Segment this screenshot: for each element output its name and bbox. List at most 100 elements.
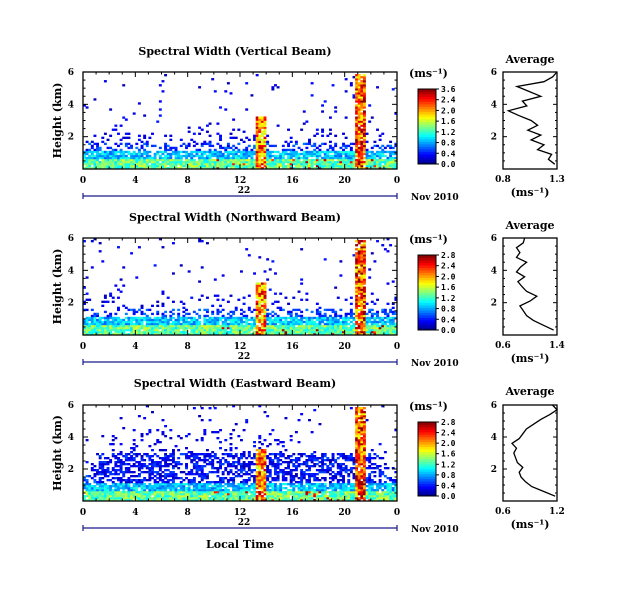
heatmap-cell xyxy=(365,332,369,336)
heatmap-cell xyxy=(219,461,222,464)
heatmap-cell xyxy=(85,332,89,336)
heatmap-cell xyxy=(250,154,254,158)
heatmap-cell xyxy=(308,330,311,334)
heatmap-cell xyxy=(143,499,147,502)
heatmap-cell xyxy=(271,154,275,158)
heatmap-cell xyxy=(237,493,241,496)
heatmap-cell xyxy=(268,471,272,474)
heatmap-cell xyxy=(274,158,277,162)
heatmap-cell xyxy=(177,320,181,324)
heatmap-cell xyxy=(245,316,249,320)
heatmap-cell xyxy=(98,326,102,330)
heatmap-cell xyxy=(232,461,236,464)
heatmap-cell xyxy=(111,469,115,472)
heatmap-cell xyxy=(226,326,230,330)
heatmap-cell xyxy=(362,146,366,150)
heatmap-cell xyxy=(302,453,306,456)
heatmap-cell xyxy=(323,156,327,160)
heatmap-cell xyxy=(370,160,374,164)
colorbar: 3.62.42.01.61.20.80.40.0 xyxy=(417,85,456,169)
heatmap-cell xyxy=(268,443,272,446)
heatmap-cell xyxy=(161,326,165,330)
heatmap-cell xyxy=(300,128,304,131)
heatmap-cell xyxy=(153,481,157,484)
heatmap-cell xyxy=(226,471,230,474)
heatmap-cell xyxy=(124,497,128,500)
heatmap-cell xyxy=(281,487,285,490)
heatmap-cell xyxy=(88,499,92,502)
heatmap-cell xyxy=(224,154,228,158)
heatmap-cell xyxy=(203,316,207,320)
heatmap-cell xyxy=(383,154,387,158)
heatmap-cell xyxy=(127,479,131,482)
heatmap-cell xyxy=(297,154,301,158)
heatmap-cell xyxy=(122,136,126,139)
heatmap-cell xyxy=(362,254,366,257)
heatmap-cell xyxy=(378,316,382,320)
heatmap-cell xyxy=(260,304,264,308)
heatmap-cell xyxy=(185,465,188,468)
heatmap-cell xyxy=(302,150,306,154)
heatmap-cell xyxy=(156,326,160,330)
heatmap-cell xyxy=(355,274,359,277)
heatmap-cell xyxy=(88,493,92,496)
heatmap-cell xyxy=(164,457,168,460)
heatmap-cell xyxy=(111,148,115,152)
heatmap-cell xyxy=(318,326,322,330)
heatmap-cell xyxy=(164,425,168,428)
heatmap-cell xyxy=(365,152,369,156)
heatmap-cell xyxy=(93,491,97,494)
heatmap-cell xyxy=(158,326,162,330)
heatmap-cell xyxy=(357,264,361,267)
heatmap-cell xyxy=(383,322,387,326)
heatmap-cell xyxy=(179,154,183,158)
heatmap-cell xyxy=(111,326,115,330)
heatmap-cell xyxy=(164,499,168,502)
heatmap-cell xyxy=(232,497,236,500)
heatmap-cell xyxy=(143,459,147,462)
heatmap-cell xyxy=(174,318,178,322)
heatmap-cell xyxy=(266,497,270,500)
heatmap-cell xyxy=(281,453,285,456)
heatmap-cell xyxy=(83,104,86,107)
heatmap-cell xyxy=(117,326,120,330)
heatmap-cell xyxy=(349,328,353,332)
heatmap-cell xyxy=(216,316,220,320)
heatmap-cell xyxy=(310,328,314,332)
heatmap-cell xyxy=(381,244,385,247)
heatmap-cell xyxy=(355,94,359,97)
heatmap-cell xyxy=(302,330,306,334)
heatmap-cell xyxy=(124,457,128,460)
heatmap-cell xyxy=(109,443,113,446)
heatmap-cell xyxy=(245,82,249,85)
heatmap-cell xyxy=(109,312,113,316)
heatmap-cell xyxy=(349,82,353,85)
heatmap-cell xyxy=(360,318,364,322)
heatmap-cell xyxy=(208,499,212,502)
heatmap-cell xyxy=(169,330,173,334)
heatmap-cell xyxy=(362,86,366,89)
heatmap-cell xyxy=(274,469,277,472)
heatmap-cell xyxy=(276,330,280,334)
heatmap-cell xyxy=(357,76,361,79)
heatmap-cell xyxy=(305,158,309,162)
heatmap-cell xyxy=(234,162,238,166)
heatmap-cell xyxy=(328,160,332,164)
heatmap-cell xyxy=(276,495,280,498)
heatmap-cell xyxy=(161,90,165,93)
heatmap-cell xyxy=(294,481,298,484)
heatmap-cell xyxy=(106,160,110,164)
heatmap-cell xyxy=(355,272,359,275)
heatmap-cell xyxy=(111,316,115,320)
heatmap-cell xyxy=(271,330,275,334)
heatmap-cell xyxy=(357,332,361,336)
heatmap-cell xyxy=(360,84,364,87)
heatmap-cell xyxy=(200,142,204,146)
heatmap-cell xyxy=(169,134,173,137)
heatmap-cell xyxy=(158,441,162,444)
heatmap-cell xyxy=(130,491,134,494)
heatmap-cell xyxy=(161,419,165,422)
heatmap-cell xyxy=(263,286,267,289)
heatmap-cell xyxy=(85,330,89,334)
